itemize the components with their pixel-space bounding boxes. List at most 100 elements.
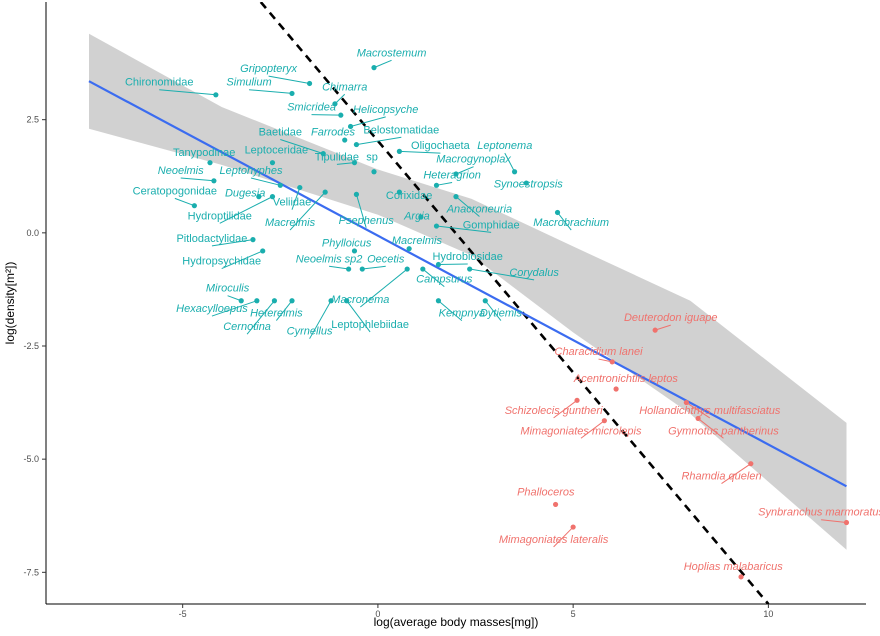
data-point-macronema (404, 266, 410, 272)
label-leader (821, 519, 847, 524)
label-leader (654, 324, 671, 331)
data-point-chironomidae (213, 92, 219, 98)
data-point-schizolecis-guntheri (574, 397, 580, 403)
reference-line-layer (259, 2, 770, 604)
x-axis-title: log(average body masses[mg]) (374, 615, 539, 629)
label-leader (553, 526, 574, 548)
data-point-mimagoniates-lateralis (570, 524, 576, 530)
point-label: Simulium (226, 77, 271, 89)
point-label: Chironomidae (125, 77, 193, 89)
point-label: Mimagoniates lateralis (499, 534, 609, 546)
data-point-macrobrachium (554, 209, 561, 216)
point-label: Miroculis (206, 283, 250, 295)
point-label: Veliidae (273, 197, 312, 209)
data-point-veliidae (297, 184, 303, 191)
point-label: Hydropsychidae (182, 256, 261, 268)
label-leader (275, 300, 293, 321)
point-label: Dytiemis (480, 308, 523, 320)
label-leaders-layer (159, 59, 847, 548)
x-tick-label: 10 (763, 609, 773, 619)
point-label: Gripopteryx (240, 63, 297, 75)
data-point-gymnotus-pantherinus (695, 415, 701, 422)
data-point-oecetis (359, 266, 365, 272)
point-label: Leptoceridae (245, 145, 309, 157)
x-tick-label: 5 (571, 609, 576, 619)
data-point-helicopsyche (347, 123, 354, 130)
point-label: Macrelmis (265, 217, 316, 229)
point-label: Corixidae (386, 190, 432, 202)
x-tick-label: 0 (375, 609, 380, 619)
point-label: Oligochaeta (411, 140, 471, 152)
data-point-rhamdia-quelen (748, 461, 754, 467)
data-point-hydropsychidae (260, 248, 266, 254)
regression-line (88, 80, 847, 488)
point-label: Gomphidae (463, 219, 520, 231)
point-label: Mimagoniates microlepis (520, 425, 642, 437)
data-point-tipulidae (351, 160, 358, 166)
label-leader (484, 300, 502, 321)
point-label: Leptohyphes (220, 165, 283, 177)
label-leader (455, 166, 474, 175)
data-point-macrelmis (322, 189, 328, 195)
point-label: Characidium lanei (555, 346, 644, 358)
point-label: Acentronichtlis leptos (573, 373, 678, 385)
point-label: Schizolecis guntheri (505, 405, 603, 417)
data-point-hydroptilidae (269, 194, 276, 200)
point-label: Leptophlebiidae (331, 319, 409, 331)
point-label: Psephenus (339, 215, 395, 227)
point-label: Gymnotus pantherinus (668, 425, 779, 437)
data-point-smicridea (338, 112, 344, 118)
label-leader (360, 268, 408, 308)
axes-layer: -5 0 5 10 2.5 0.0 -2.5 -5.0 -7.5 (23, 2, 866, 619)
label-leader (697, 418, 724, 439)
point-label: sp (366, 151, 378, 163)
data-point-kempnya (435, 298, 442, 304)
point-label: Corydalus (509, 267, 559, 279)
data-point-heteragrion (433, 182, 440, 188)
y-tick-label: 2.5 (26, 115, 39, 125)
confidence-band (89, 33, 847, 550)
label-leader (346, 300, 371, 333)
data-point-psephenus (353, 191, 360, 197)
label-leader (291, 187, 301, 210)
point-label: Hoplias malabaricus (684, 561, 784, 573)
label-leader (280, 139, 324, 155)
point-label: Kempnya (439, 308, 485, 320)
data-point-miroculis (238, 298, 244, 304)
y-tick-label: -7.5 (23, 567, 39, 577)
x-tick-label: -5 (179, 609, 187, 619)
y-axis-title: log(density[m²]) (3, 262, 17, 345)
data-point-leptophlebiidae (344, 298, 350, 304)
label-leader (455, 196, 480, 217)
data-point-macrostemum (371, 65, 377, 71)
data-point-neoelmis (211, 178, 217, 184)
data-point-heterelmis (289, 298, 295, 304)
data-point-dytiemis (482, 298, 488, 304)
label-leader (219, 196, 273, 224)
data-point-dugesia (256, 194, 262, 200)
point-label: Smicridea (287, 102, 336, 114)
data-point-hoplias-malabaricus (738, 574, 744, 580)
data-point-mimagoniates-microlepis (601, 418, 607, 424)
label-leader (557, 212, 572, 231)
data-point-leptohyphes (277, 182, 283, 188)
point-label: Macrogynoplax (436, 154, 511, 166)
data-point-characidium-lanei (609, 359, 615, 365)
point-label: Belostomatidae (363, 124, 439, 136)
data-point-synbranchus-marmoratus (843, 519, 850, 526)
data-point-tanypodinae (207, 160, 213, 166)
point-label: Hexacylloepus (176, 303, 248, 315)
label-leader (159, 89, 216, 96)
label-leader (180, 177, 214, 182)
point-label: Ceratopogonidae (133, 185, 217, 197)
label-leader (356, 136, 402, 146)
label-leader (211, 239, 254, 247)
confidence-band-layer (89, 33, 847, 550)
data-point-baetidae (320, 151, 326, 157)
point-label: Macrelmis (392, 235, 443, 247)
label-leader (362, 265, 386, 270)
data-point-anacroneuria (453, 194, 459, 200)
point-label: Hydrobiosidae (433, 251, 503, 263)
point-label: Neoelmis sp2 (296, 253, 363, 265)
